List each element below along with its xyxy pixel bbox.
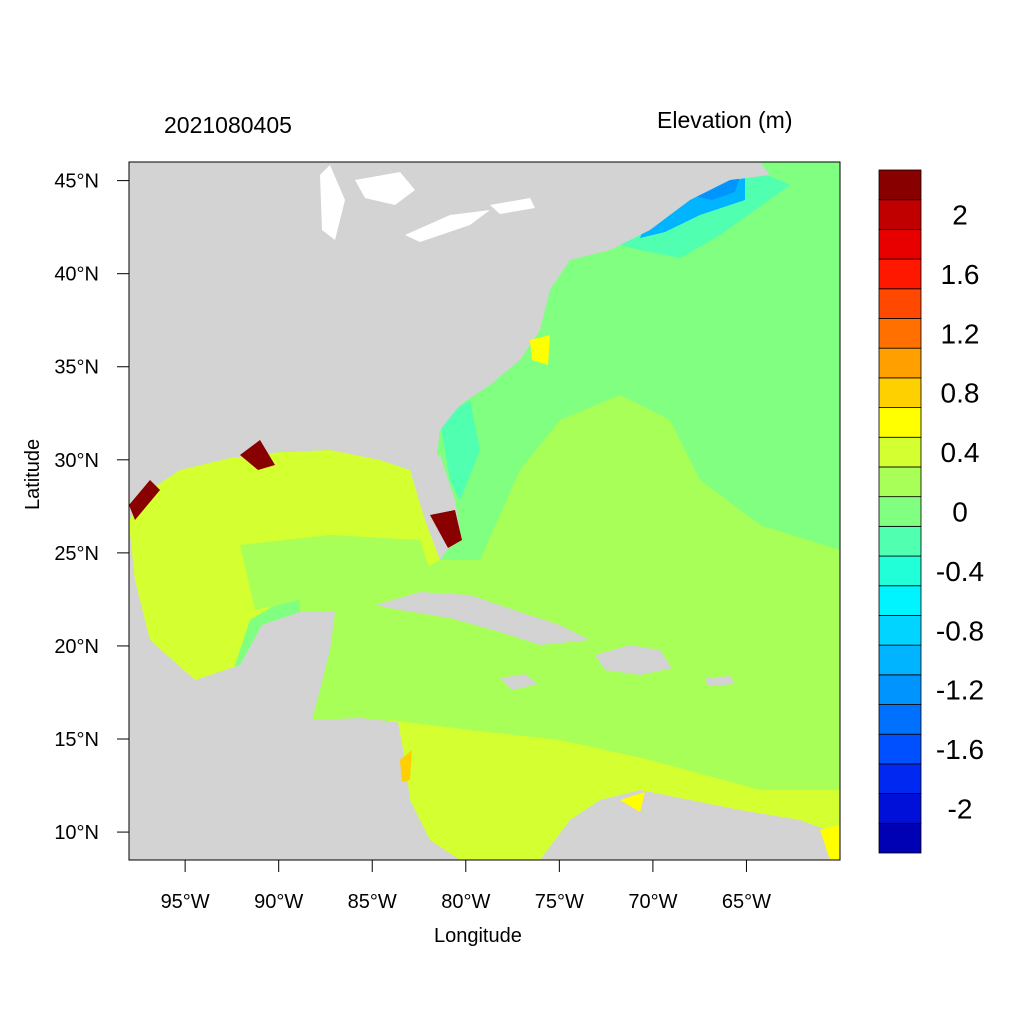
colorbar-segment — [878, 466, 922, 498]
x-tick-label: 75°W — [535, 891, 584, 913]
ocean-negative-east-coast — [440, 400, 480, 500]
lake-erie — [405, 210, 490, 242]
colorbar-segment — [878, 704, 922, 735]
x-axis-ticks: 95°W 90°W 85°W 80°W 75°W 70°W 65°W — [161, 860, 771, 913]
colorbar-segment — [878, 377, 922, 408]
variable-label: Elevation (m) — [657, 107, 793, 133]
colorbar-segment — [878, 199, 922, 230]
x-tick-label: 70°W — [628, 891, 677, 913]
colorbar-segment — [878, 585, 922, 616]
trinidad-high-elevation — [820, 825, 840, 860]
colorbar-label: 0.4 — [941, 437, 980, 468]
jamaica-land — [500, 674, 538, 690]
colorbar-segment — [878, 733, 922, 765]
texas-high-elevation — [129, 480, 160, 520]
colorbar-label: -0.4 — [936, 556, 984, 587]
louisiana-high-elevation — [240, 440, 275, 470]
map-frame — [128, 161, 841, 861]
colorbar-segment — [878, 496, 922, 527]
x-tick-label: 85°W — [348, 891, 397, 913]
x-axis-label: Longitude — [434, 925, 522, 947]
south-america-land — [540, 790, 840, 860]
x-tick-label: 95°W — [161, 891, 210, 913]
y-tick-label: 20°N — [54, 636, 99, 658]
map-area — [129, 162, 840, 860]
y-axis-ticks: 45°N 40°N 35°N 30°N 25°N 20°N 15°N 10°N — [54, 171, 129, 844]
colorbar-label: -2 — [948, 793, 973, 824]
colorbar-segment — [878, 288, 922, 319]
colorbar-segment — [878, 525, 922, 557]
hispaniola-land — [595, 645, 672, 675]
colorbar-segment — [878, 822, 922, 854]
central-america-land — [129, 525, 460, 860]
north-america-land — [129, 162, 770, 560]
puerto-rico-land — [705, 676, 735, 686]
colorbar-label: -0.8 — [936, 615, 984, 646]
colorbar-segment — [878, 258, 922, 290]
x-tick-label: 65°W — [722, 891, 771, 913]
florida-high-elevation — [430, 510, 462, 548]
colorbar-segment — [878, 347, 922, 379]
colorbar-label: 2 — [952, 200, 968, 231]
venezuela-high-elevation — [620, 792, 645, 812]
colorbar-segment — [878, 555, 922, 587]
colorbar-label: 1.6 — [941, 259, 980, 290]
y-tick-label: 40°N — [54, 264, 99, 286]
colorbar-segment — [878, 228, 922, 260]
colorbar-segment — [878, 169, 922, 201]
lake-ontario — [490, 198, 535, 214]
colorbar-segment — [878, 436, 922, 468]
y-tick-label: 30°N — [54, 450, 99, 472]
mid-atlantic-high-elevation — [530, 335, 550, 365]
colorbar-label: -1.6 — [936, 734, 984, 765]
lake-michigan — [320, 165, 345, 240]
colorbar-label: -1.2 — [936, 675, 984, 706]
date-label: 2021080405 — [164, 112, 292, 138]
y-tick-label: 15°N — [54, 729, 99, 751]
honduras-high-elevation — [400, 750, 412, 782]
colorbar-label: 1.2 — [941, 318, 980, 349]
ocean-negative-deep — [690, 176, 740, 200]
colorbar-segment — [878, 318, 922, 349]
colorbar-segment — [878, 407, 922, 438]
colorbar-label: 0.8 — [941, 378, 980, 409]
colorbar: 2 1.6 1.2 0.8 0.4 0 -0.4 -0.8 -1.2 -1.6 -2 — [878, 169, 984, 854]
colorbar-segment — [878, 763, 922, 795]
y-tick-label: 45°N — [54, 171, 99, 193]
colorbar-segment — [878, 615, 922, 646]
colorbar-segment — [878, 793, 922, 824]
colorbar-segment — [878, 674, 922, 705]
y-tick-label: 10°N — [54, 822, 99, 844]
gulf-central-water — [240, 535, 430, 610]
x-tick-label: 80°W — [441, 891, 490, 913]
lake-huron — [355, 172, 415, 205]
colorbar-label: 0 — [952, 497, 968, 528]
colorbar-segment — [878, 644, 922, 676]
cuba-land — [375, 592, 590, 645]
yucatan-land — [262, 612, 335, 650]
y-tick-label: 25°N — [54, 543, 99, 565]
y-tick-label: 35°N — [54, 357, 99, 379]
x-tick-label: 90°W — [254, 891, 303, 913]
